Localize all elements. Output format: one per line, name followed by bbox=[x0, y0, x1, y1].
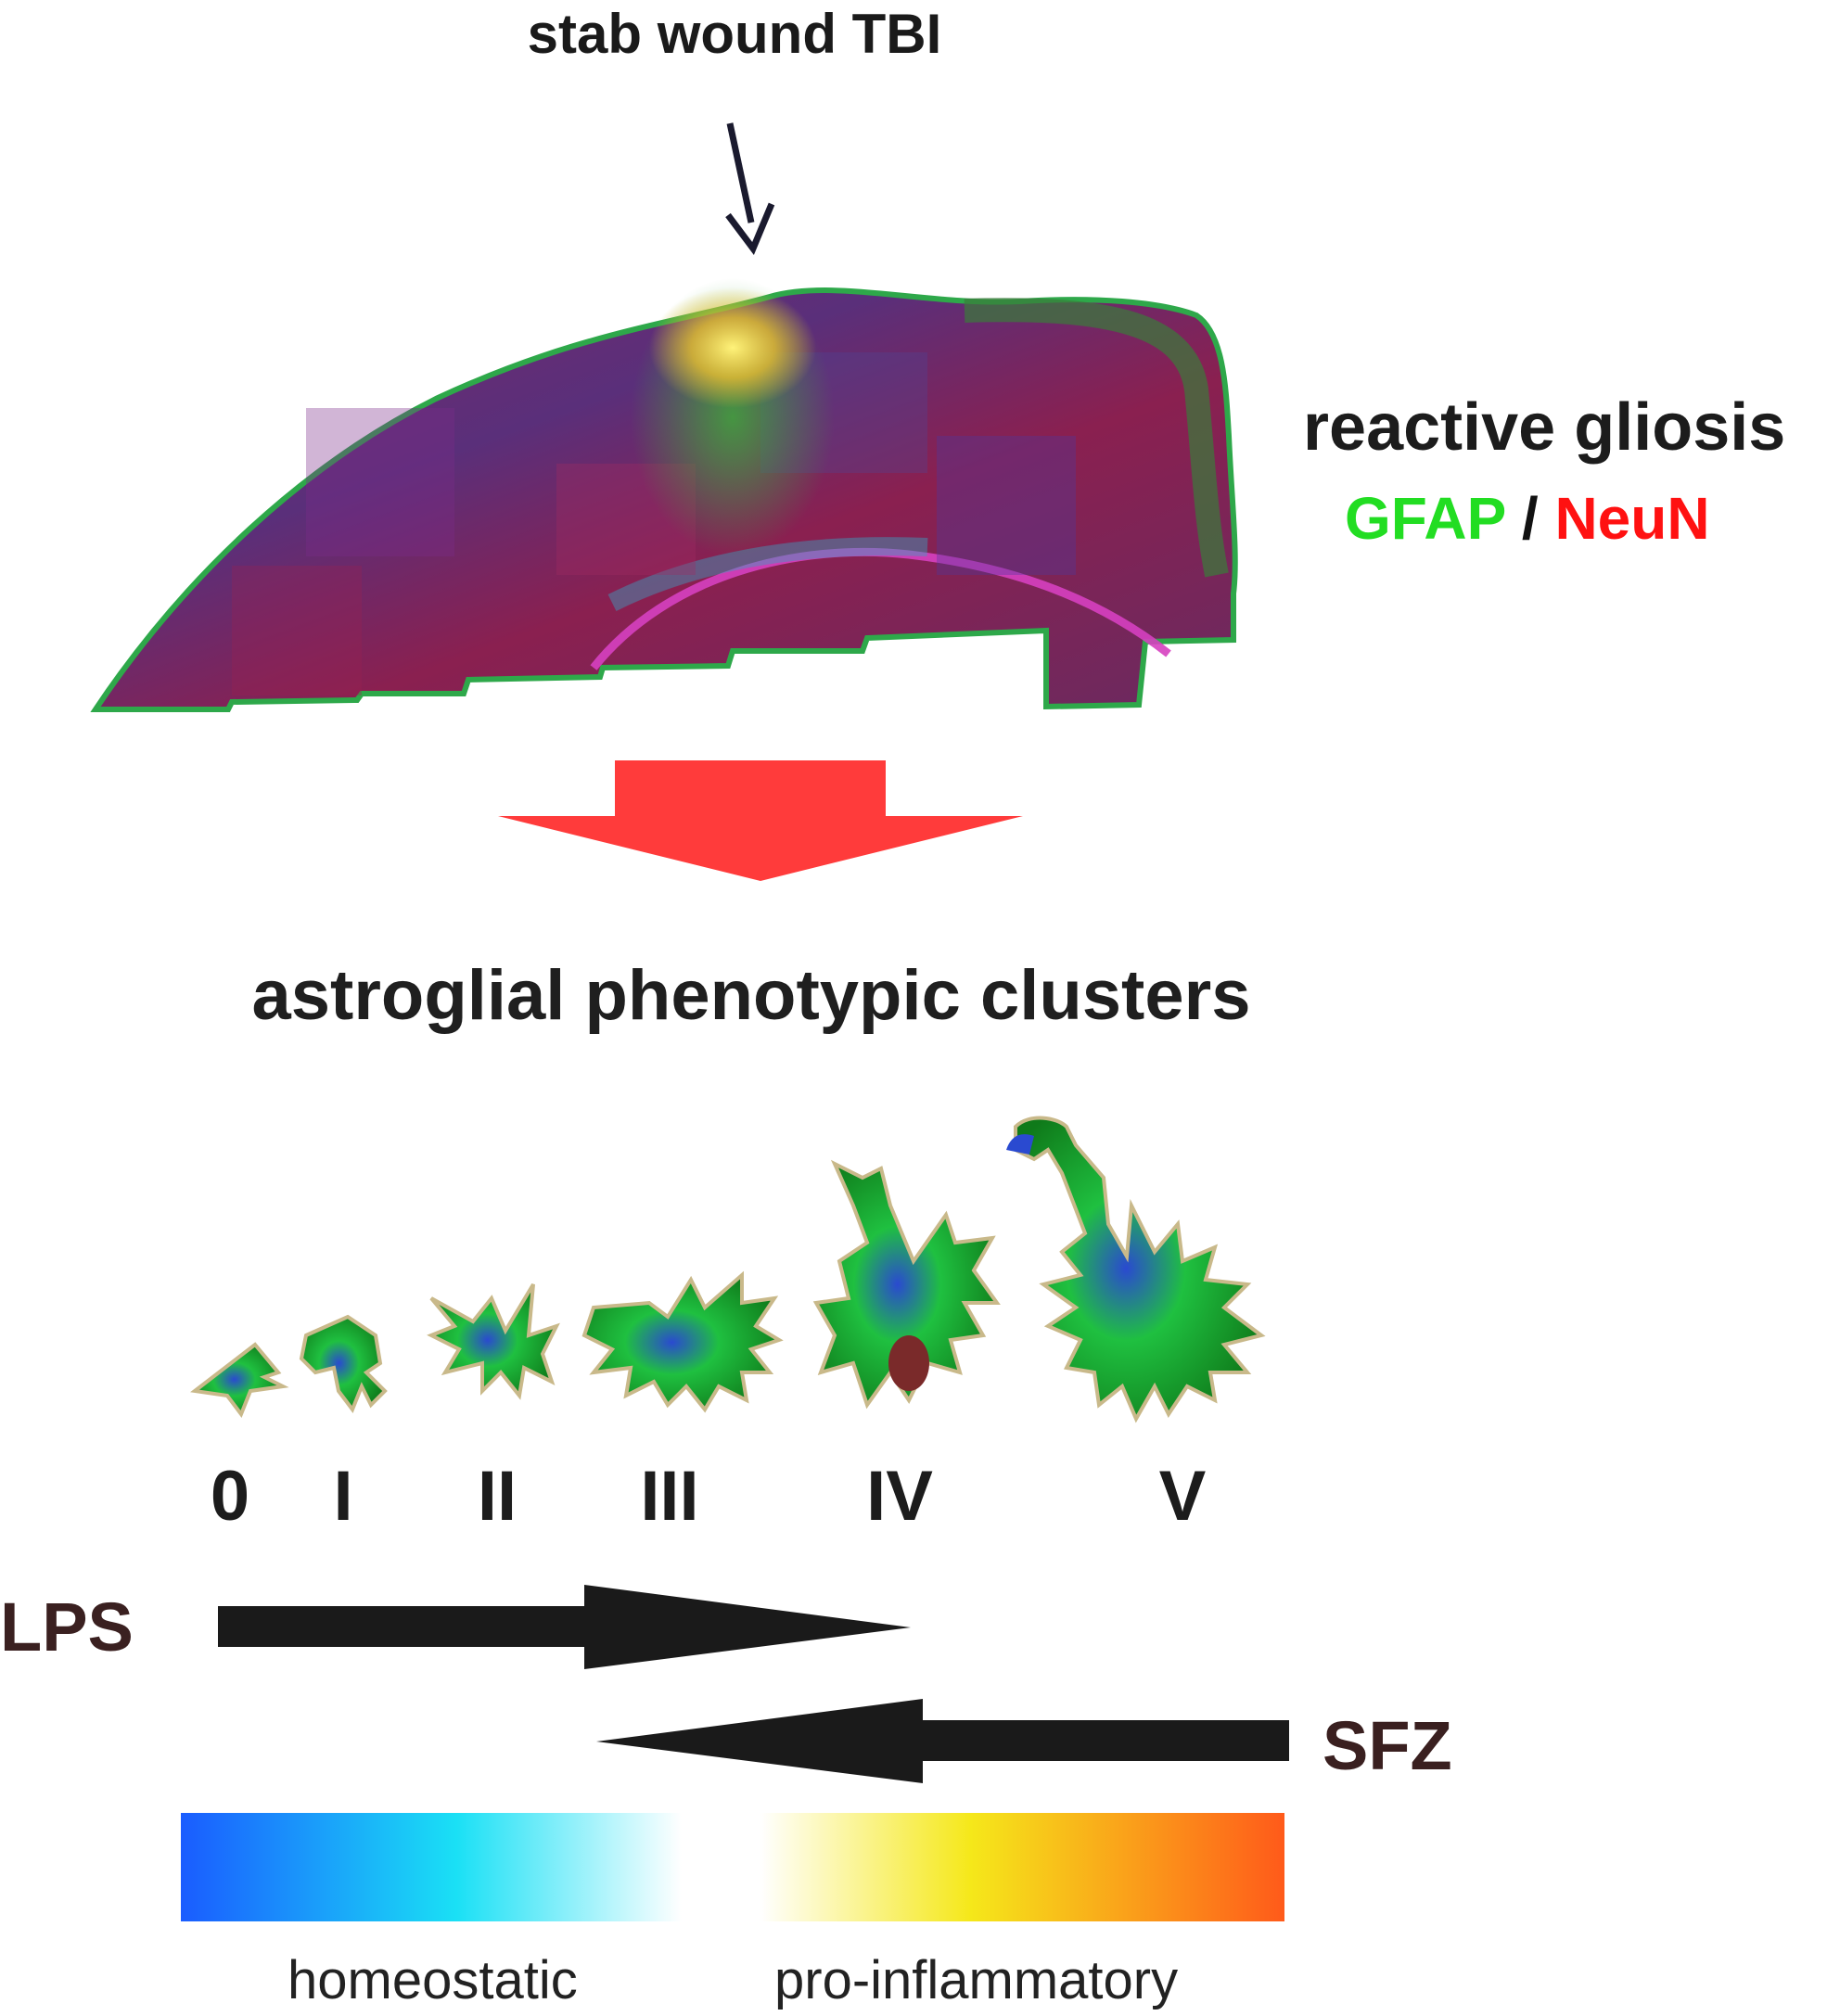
lps-label: LPS bbox=[0, 1589, 134, 1665]
brain-section-image bbox=[90, 278, 1238, 712]
astrocyte-cluster-0 bbox=[190, 1342, 289, 1419]
stab-wound-title: stab wound TBI bbox=[527, 3, 942, 65]
homeostatic-label: homeostatic bbox=[288, 1950, 578, 2010]
astrocyte-cluster-i bbox=[299, 1314, 388, 1414]
astrocyte-cluster-ii bbox=[427, 1282, 560, 1400]
pro-inflammatory-label: pro-inflammatory bbox=[774, 1950, 1179, 2010]
cluster-label-0: 0 bbox=[210, 1457, 250, 1536]
cluster-label-ii: II bbox=[477, 1457, 518, 1536]
red-down-arrow bbox=[498, 760, 1023, 881]
wound-pointer-arrow bbox=[725, 122, 775, 255]
cluster-label-i: I bbox=[333, 1457, 353, 1536]
homeostatic-gradient-bar bbox=[181, 1813, 682, 1921]
clusters-title: astroglial phenotypic clusters bbox=[251, 956, 1251, 1035]
neun-label: NeuN bbox=[1554, 485, 1710, 552]
cluster-label-iv: IV bbox=[866, 1457, 933, 1536]
cluster-label-iii: III bbox=[640, 1457, 699, 1536]
gfap-label: GFAP bbox=[1345, 485, 1506, 552]
sfz-label: SFZ bbox=[1322, 1707, 1452, 1784]
lps-arrow bbox=[218, 1585, 911, 1669]
stain-legend: GFAP / NeuN bbox=[1345, 484, 1710, 553]
stain-separator: / bbox=[1505, 485, 1555, 552]
pro-inflammatory-gradient-bar bbox=[760, 1813, 1284, 1921]
astrocyte-cluster-iii bbox=[581, 1270, 784, 1413]
reactive-gliosis-label: reactive gliosis bbox=[1303, 390, 1786, 465]
astrocyte-cluster-v bbox=[1006, 1116, 1266, 1423]
astrocyte-cluster-iv bbox=[812, 1159, 1001, 1410]
sfz-arrow bbox=[596, 1699, 1289, 1783]
cluster-label-v: V bbox=[1158, 1457, 1207, 1536]
